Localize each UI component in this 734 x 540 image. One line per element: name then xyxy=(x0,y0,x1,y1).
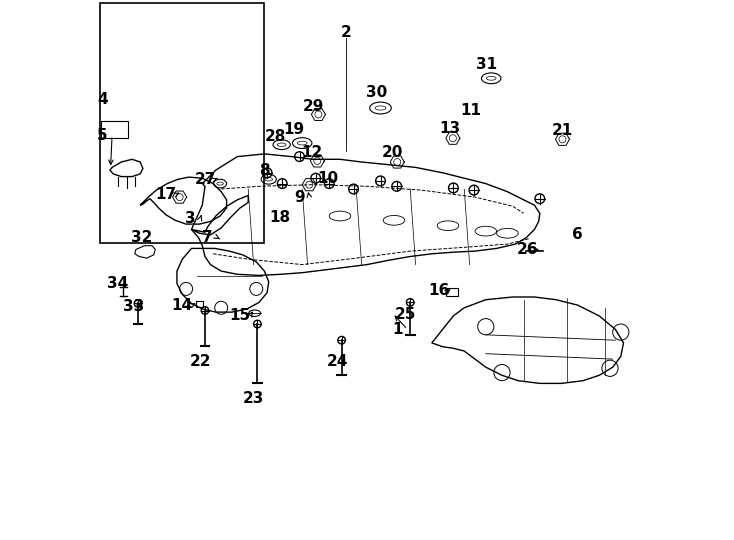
Bar xyxy=(100,3,264,243)
Text: 28: 28 xyxy=(264,129,286,144)
Text: 2: 2 xyxy=(341,25,352,40)
Text: 27: 27 xyxy=(195,172,216,187)
Text: 7: 7 xyxy=(203,230,213,245)
Text: 21: 21 xyxy=(552,123,573,138)
Text: 34: 34 xyxy=(107,276,128,291)
Text: 18: 18 xyxy=(269,210,290,225)
Text: 1: 1 xyxy=(393,322,403,337)
Bar xyxy=(101,122,128,138)
Text: 22: 22 xyxy=(190,354,211,369)
Text: 3: 3 xyxy=(185,211,196,226)
Text: 20: 20 xyxy=(382,145,404,160)
Text: 8: 8 xyxy=(259,163,269,178)
Text: 13: 13 xyxy=(439,121,460,136)
Text: 26: 26 xyxy=(517,242,538,257)
Text: 16: 16 xyxy=(428,283,449,298)
Text: 12: 12 xyxy=(301,145,322,160)
Text: 33: 33 xyxy=(123,299,145,314)
Text: 24: 24 xyxy=(327,354,348,369)
Text: 4: 4 xyxy=(97,92,108,107)
Text: 15: 15 xyxy=(230,308,251,323)
Text: 31: 31 xyxy=(476,57,498,72)
Text: 11: 11 xyxy=(460,103,482,118)
Bar xyxy=(446,288,458,296)
Text: 30: 30 xyxy=(366,85,388,100)
Text: 10: 10 xyxy=(317,171,338,186)
Text: 19: 19 xyxy=(283,122,305,137)
Text: 32: 32 xyxy=(131,230,152,245)
Bar xyxy=(196,301,203,307)
Text: 17: 17 xyxy=(156,187,177,202)
Text: 5: 5 xyxy=(97,127,108,143)
Text: 9: 9 xyxy=(294,190,305,205)
Text: 14: 14 xyxy=(172,298,193,313)
Text: 6: 6 xyxy=(573,227,583,242)
Text: 23: 23 xyxy=(242,391,264,406)
Text: 25: 25 xyxy=(395,307,417,322)
Text: 29: 29 xyxy=(302,99,324,114)
